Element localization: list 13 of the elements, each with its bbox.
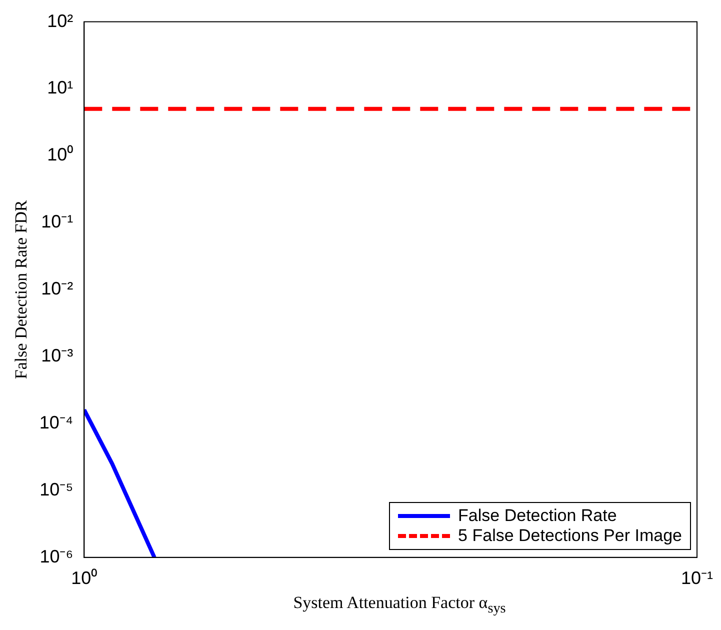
x-axis-title: System Attenuation Factor α$_{sys}$ — [292, 593, 507, 618]
y-tick-label: 10⁻⁶ — [40, 546, 74, 566]
y-tick-label: 10² — [47, 10, 74, 31]
y-axis-title: False Detection Rate FDR — [12, 199, 31, 380]
y-tick-label: 10⁻⁴ — [39, 412, 74, 432]
y-tick-label: 10⁻³ — [41, 346, 74, 366]
y-tick-label: 10⁻¹ — [41, 212, 74, 232]
legend-label: False Detection Rate — [458, 506, 617, 526]
y-tick-label: 10⁻² — [41, 278, 74, 299]
y-tick-label: 10⁻⁵ — [40, 479, 74, 500]
y-tick-label: 10⁰ — [47, 144, 74, 165]
legend-label: 5 False Detections Per Image — [458, 526, 682, 546]
y-tick-label: 10¹ — [47, 78, 74, 98]
